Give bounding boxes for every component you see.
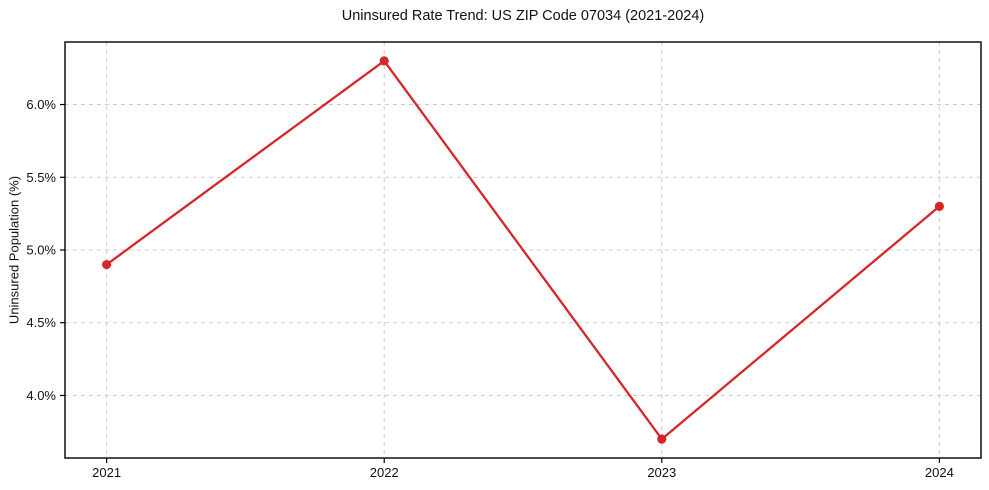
y-axis-label: Uninsured Population (%) bbox=[6, 175, 22, 325]
y-tick-label: 4.0% bbox=[26, 388, 56, 403]
data-point bbox=[934, 201, 944, 211]
x-tick-label: 2022 bbox=[370, 465, 399, 480]
x-tick-label: 2021 bbox=[92, 465, 121, 480]
chart-title: Uninsured Rate Trend: US ZIP Code 07034 … bbox=[341, 8, 705, 24]
y-tick-label: 5.5% bbox=[26, 170, 56, 185]
data-point bbox=[379, 56, 389, 66]
x-tick-label: 2024 bbox=[925, 465, 954, 480]
data-point bbox=[657, 434, 667, 444]
data-line bbox=[105, 59, 941, 441]
x-tick-label: 2023 bbox=[647, 465, 676, 480]
y-tick-label: 6.0% bbox=[26, 97, 56, 112]
plot-border bbox=[64, 41, 982, 459]
y-tick-label: 4.5% bbox=[26, 315, 56, 330]
data-point bbox=[102, 259, 112, 270]
y-tick-label: 5.0% bbox=[26, 243, 56, 258]
